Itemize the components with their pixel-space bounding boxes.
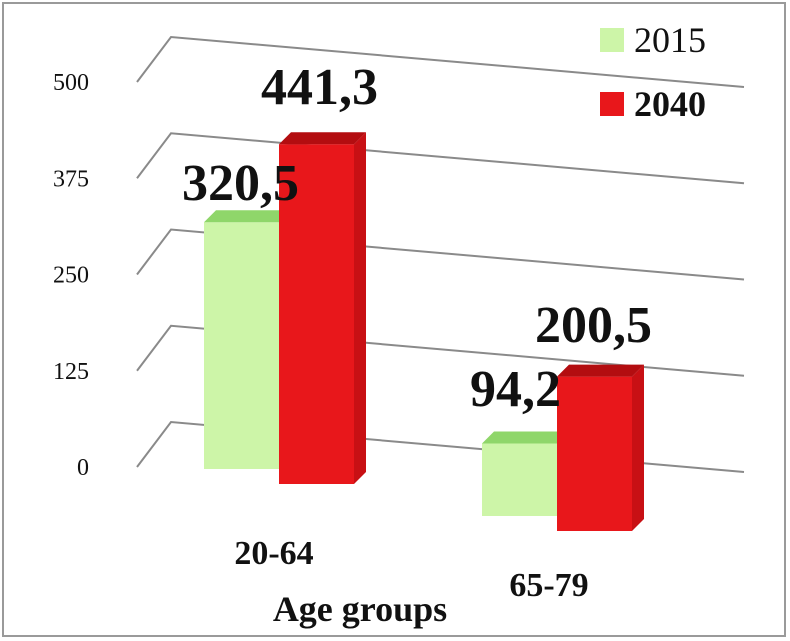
data-label-2040-65-79: 200,5: [535, 297, 652, 354]
legend-label-2015: 2015: [634, 20, 706, 60]
bar-side-2040-20-64: [354, 132, 366, 484]
bar-top-2040-65-79: [557, 364, 644, 377]
gridline: [136, 132, 745, 185]
legend-swatch-2015: [600, 28, 624, 52]
y-tick-label: 375: [53, 166, 89, 192]
gridline: [136, 228, 745, 281]
legend-swatch-2040: [600, 92, 624, 116]
y-axis-ticks: 0 125 250 375 500: [53, 70, 89, 481]
legend-label-2040: 2040: [634, 84, 706, 124]
bar-top-2040-20-64: [279, 132, 366, 145]
data-label-2015-65-79: 94,2: [470, 361, 561, 418]
category-label-65-79: 65-79: [509, 567, 588, 604]
y-tick-label: 125: [53, 359, 89, 385]
data-label-2040-20-64: 441,3: [261, 59, 378, 116]
bar-2040-20-64: [279, 144, 354, 484]
bar-side-2040-65-79: [632, 364, 644, 531]
data-labels: 320,5 441,3 94,2 200,5: [182, 59, 652, 418]
bar-2015-65-79: [482, 443, 557, 516]
y-tick-label: 0: [77, 455, 89, 481]
category-labels: 20-64 65-79: [234, 535, 588, 604]
category-label-20-64: 20-64: [234, 535, 313, 572]
bar-2015-20-64: [204, 222, 279, 469]
data-label-2015-20-64: 320,5: [182, 155, 299, 212]
y-tick-label: 500: [53, 70, 89, 96]
bars: [204, 132, 644, 531]
x-axis-title: Age groups: [273, 589, 447, 629]
legend: 2015 2040: [600, 20, 706, 124]
bar-chart: 0 125 250 375 500 320,5 441,3 94,2 200,5 20-64 6…: [53, 20, 745, 629]
bar-2040-65-79: [557, 376, 632, 531]
gridline: [136, 35, 745, 88]
gridline: [136, 324, 745, 377]
bar-top-2015-20-64: [204, 210, 291, 223]
bar-top-2015-65-79: [482, 431, 569, 444]
y-tick-label: 250: [53, 263, 89, 289]
